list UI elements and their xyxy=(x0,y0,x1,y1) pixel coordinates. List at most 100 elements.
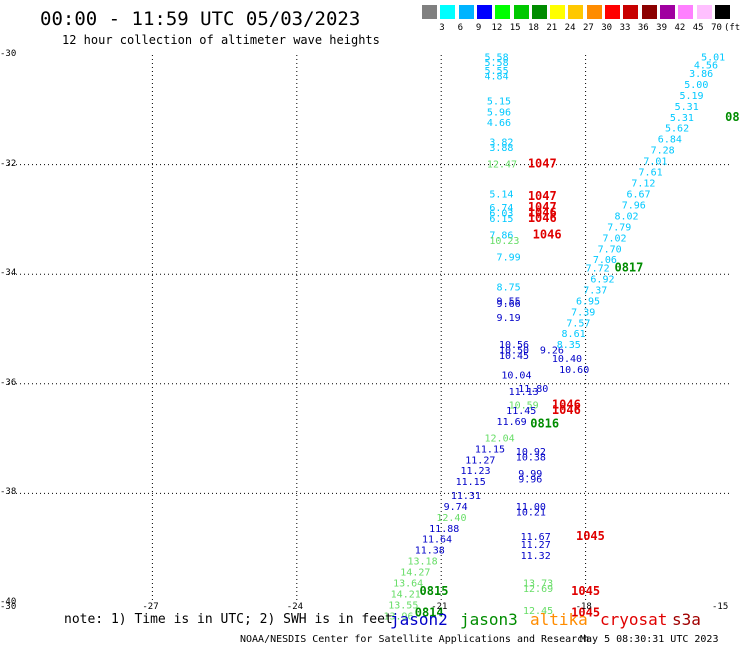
wave-height-label: 7.06 xyxy=(593,255,617,266)
legend-swatch xyxy=(550,5,566,19)
legend-label: 6 xyxy=(457,23,463,33)
satellite-name-cryosat: cryosat xyxy=(600,610,668,629)
wave-height-label: 4.66 xyxy=(487,118,511,129)
wave-height-label: 10.45 xyxy=(499,351,529,362)
wave-height-label: 7.28 xyxy=(651,146,675,157)
wave-height-label: 11.23 xyxy=(460,466,490,477)
legend-swatch xyxy=(696,5,712,19)
wave-height-label: 12.40 xyxy=(436,513,466,524)
wave-height-label: 12.47 xyxy=(487,159,517,170)
wave-height-label: 10.38 xyxy=(516,453,546,464)
legend-swatch xyxy=(495,5,511,19)
wave-height-label: 10.40 xyxy=(552,354,582,365)
wave-height-label: 5.58 xyxy=(485,58,509,69)
wave-height-label: 4.84 xyxy=(485,72,509,83)
wave-height-label: 8.75 xyxy=(497,283,521,294)
pass-time-label: 0816 xyxy=(530,417,559,431)
legend-swatch xyxy=(586,5,602,19)
wave-height-label: 11.32 xyxy=(521,551,551,562)
chart-title: 00:00 - 11:59 UTC 05/03/2023 xyxy=(40,8,361,30)
y-tick-label: -32 xyxy=(0,158,17,169)
legend-swatch xyxy=(440,5,456,19)
y-tick-label: -36 xyxy=(0,377,17,388)
wave-height-label: 10.21 xyxy=(516,507,546,518)
wave-height-label: 5.31 xyxy=(675,102,699,113)
wave-height-label: 13.18 xyxy=(408,557,438,568)
wave-height-label: 11.27 xyxy=(465,455,495,466)
wave-height-label: 6.84 xyxy=(658,135,682,146)
wave-height-label: 6.74 xyxy=(489,203,513,214)
wave-height-label: 10.60 xyxy=(559,365,589,376)
legend-label: 3 xyxy=(439,23,445,33)
legend-swatch xyxy=(458,5,474,19)
legend-label: 39 xyxy=(656,23,668,33)
wave-height-label: 6.15 xyxy=(489,214,513,225)
y-tick-label: -34 xyxy=(0,268,17,279)
wave-height-label: 7.72 xyxy=(586,263,610,274)
legend-label: (ft) xyxy=(723,23,740,33)
wave-height-label: 7.86 xyxy=(489,231,513,242)
wave-height-label: 11.45 xyxy=(506,406,536,417)
wave-height-label: 9.19 xyxy=(497,313,521,324)
wave-height-label: 3.82 xyxy=(489,137,513,148)
x-tick-label: -27 xyxy=(142,602,159,612)
wave-height-label: 7.02 xyxy=(602,233,626,244)
wave-height-label: 5.15 xyxy=(487,96,511,107)
chart-subtitle: 12 hour collection of altimeter wave hei… xyxy=(62,33,380,47)
wave-height-label: 13.55 xyxy=(388,600,418,611)
legend-swatch xyxy=(659,5,675,19)
pass-time-label: 1045 xyxy=(571,606,600,620)
x-tick-label: -21 xyxy=(431,602,448,612)
wave-height-label: 12.69 xyxy=(523,584,553,595)
legend-label: 9 xyxy=(475,23,482,33)
wave-height-label: 8.35 xyxy=(557,340,581,351)
wave-height-label: 6.95 xyxy=(576,296,600,307)
wave-height-label: 10.50 xyxy=(499,346,529,357)
wave-height-label: 11.31 xyxy=(451,491,481,502)
legend-label: 18 xyxy=(528,23,539,33)
wave-height-label: 11.38 xyxy=(415,546,445,557)
wave-height-label: 9.26 xyxy=(540,346,564,357)
wave-height-label: 11.67 xyxy=(521,532,551,543)
y-tick-label: -38 xyxy=(0,487,17,498)
wave-height-label: 3.88 xyxy=(489,143,513,154)
legend-swatch xyxy=(678,5,694,19)
wave-height-label: 8.02 xyxy=(614,211,638,222)
wave-height-label: 7.01 xyxy=(643,157,667,168)
pass-time-label: 1047 xyxy=(528,200,557,214)
wave-height-label: 5.62 xyxy=(665,124,689,135)
wave-height-label: 7.57 xyxy=(566,318,590,329)
x-tick-label: -30 xyxy=(0,602,17,612)
wave-height-label: 11.00 xyxy=(516,502,546,513)
legend-swatch xyxy=(623,5,639,19)
wave-height-label: 5.55 xyxy=(485,66,509,77)
x-tick-label: -18 xyxy=(575,602,592,612)
wave-height-label: 10.56 xyxy=(499,340,529,351)
legend-swatch xyxy=(513,5,529,19)
pass-time-label: 1046 xyxy=(528,206,557,220)
pass-time-label: 0818 xyxy=(725,110,740,124)
legend-label: 12 xyxy=(491,23,503,33)
satellite-name-s3a: s3a xyxy=(672,610,701,629)
pass-time-label: 0814 xyxy=(415,606,444,620)
wave-height-label: 5.01 xyxy=(701,52,725,63)
legend-label: 42 xyxy=(674,23,686,33)
pass-time-label: 0815 xyxy=(420,584,449,598)
wave-height-label: 5.14 xyxy=(489,189,513,200)
satellite-name-jason2: jason2 xyxy=(390,610,448,629)
wave-height-label: 5.19 xyxy=(679,91,703,102)
wave-height-label: 13.73 xyxy=(523,579,553,590)
wave-height-label: 9.74 xyxy=(444,502,468,513)
wave-height-label: 11.27 xyxy=(521,540,551,551)
wave-height-label: 5.31 xyxy=(670,113,694,124)
pass-time-label: 1046 xyxy=(552,403,581,417)
wave-height-label: 7.70 xyxy=(598,244,622,255)
wave-height-label: 10.92 xyxy=(516,447,546,458)
legend-label: 24 xyxy=(564,23,576,33)
wave-height-label: 13.64 xyxy=(393,579,423,590)
wave-height-label: 9.99 xyxy=(518,469,542,480)
y-tick-label: -40 xyxy=(0,597,17,607)
wave-height-label: 7.96 xyxy=(622,200,646,211)
wave-height-label: 7.39 xyxy=(571,307,595,318)
wave-height-label: 14.21 xyxy=(391,590,421,601)
